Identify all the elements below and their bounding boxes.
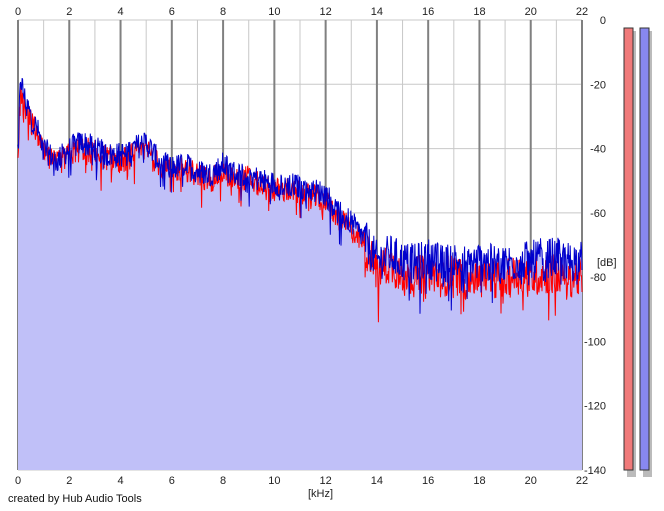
x-tick-label-top: 8	[220, 6, 226, 18]
x-tick-label-bottom: 2	[66, 475, 72, 487]
level-meters	[623, 27, 652, 477]
series-right-line	[17, 77, 583, 314]
x-tick-labels-top: 0 2 4 6 8 10 12 14 16 18 20 22	[15, 6, 588, 18]
y-tick-label: -20	[590, 79, 606, 91]
x-tick-label-top: 14	[371, 6, 383, 18]
x-tick-labels-bottom: 0 2 4 6 8 10 12 14 16 18 20 22	[15, 475, 588, 487]
x-tick-label-top: 0	[15, 6, 21, 18]
y-tick-label: -140	[584, 465, 606, 477]
series-layer	[17, 77, 583, 323]
meter-left	[623, 27, 634, 471]
x-tick-label-top: 10	[268, 6, 280, 18]
x-tick-label-top: 12	[320, 6, 332, 18]
y-tick-label: -100	[584, 336, 606, 348]
x-tick-label-top: 2	[66, 6, 72, 18]
x-tick-label-bottom: 18	[473, 475, 485, 487]
x-tick-label-bottom: 4	[117, 475, 123, 487]
y-tick-labels: 0 -20 -40 -60 -80 -100 -120 -140	[584, 15, 606, 477]
x-tick-label-bottom: 0	[15, 475, 21, 487]
y-axis-unit: [dB]	[597, 257, 617, 269]
x-tick-label-bottom: 12	[320, 475, 332, 487]
meter-right	[639, 27, 650, 471]
credit-text: created by Hub Audio Tools	[8, 493, 142, 505]
spectrum-fill-layer	[18, 78, 582, 470]
x-tick-label-top: 6	[169, 6, 175, 18]
x-tick-label-bottom: 16	[422, 475, 434, 487]
x-tick-label-bottom: 20	[525, 475, 537, 487]
y-tick-label: -40	[590, 144, 606, 156]
y-tick-label: -80	[590, 272, 606, 284]
y-tick-label: -60	[590, 208, 606, 220]
x-tick-label-top: 16	[422, 6, 434, 18]
y-tick-label: 0	[600, 15, 606, 27]
x-tick-label-bottom: 22	[576, 475, 588, 487]
x-tick-label-bottom: 6	[169, 475, 175, 487]
x-tick-label-top: 18	[473, 6, 485, 18]
x-tick-label-bottom: 10	[268, 475, 280, 487]
x-tick-label-top: 20	[525, 6, 537, 18]
spectrum-area	[18, 78, 582, 470]
x-tick-label-bottom: 8	[220, 475, 226, 487]
y-tick-label: -120	[584, 401, 606, 413]
x-axis-unit: [kHz]	[308, 488, 333, 500]
x-tick-label-top: 4	[117, 6, 123, 18]
x-tick-label-bottom: 14	[371, 475, 383, 487]
x-tick-label-top: 22	[576, 6, 588, 18]
